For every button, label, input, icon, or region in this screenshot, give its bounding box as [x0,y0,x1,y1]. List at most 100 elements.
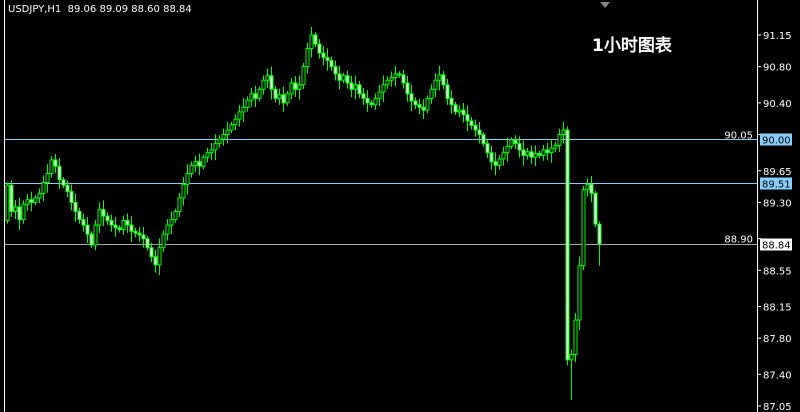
candle [189,161,194,178]
price-label: 88.84 [762,241,791,252]
candle-body [33,197,38,203]
candle [153,249,158,273]
candle-body [369,102,374,106]
candle-body [565,129,570,361]
candle-body [533,153,538,158]
candle-body [433,79,438,90]
candle [573,313,578,363]
candle-body [445,84,450,99]
candle [277,88,282,105]
candle-body [209,149,214,154]
candle-body [173,210,178,221]
candle [389,71,394,87]
candle-body [453,104,458,113]
candle-body [273,88,278,99]
candle [585,178,590,197]
candle-body [361,93,366,99]
candle [333,60,338,81]
candle [561,121,566,144]
candle-body [409,93,414,102]
candle-body [373,97,378,106]
candle-body [289,82,294,95]
candle [317,39,322,59]
candle [213,134,218,161]
candle [105,212,110,225]
candle [549,138,554,163]
candle [261,75,266,95]
candle [321,46,326,66]
candle-body [313,34,318,45]
candle-body [193,161,198,166]
candle-body [25,199,30,205]
candle [29,191,34,212]
candle [445,78,450,105]
candle [193,155,198,172]
candle [421,99,426,120]
candle-body [333,66,338,75]
candle-body [509,139,514,147]
candle-body [45,172,50,184]
candle-body [353,84,358,90]
candle-body [117,227,122,231]
candle-body [309,34,314,50]
candle-body [5,184,10,222]
candle [177,193,182,217]
chart-overlay-title: 1小时图表 [592,36,672,56]
candle-body [393,73,398,79]
candle [589,176,594,203]
candle-body [429,88,434,99]
candle-body [165,224,170,235]
candle-body [37,192,42,199]
price-label: 90.00 [762,136,791,147]
symbol-readout: USDJPY,H1 89.06 89.09 88.60 88.84 [8,4,192,15]
candle-body [577,265,582,321]
candle-body [57,165,62,181]
ohlc-readout: 89.06 89.09 88.60 88.84 [67,4,192,15]
candle [41,175,46,202]
candle [265,68,270,89]
y-tick-label: 88.15 [763,303,792,314]
candle-body [381,84,386,93]
candle-body [201,156,206,167]
candle-body [485,143,490,154]
candle [565,126,570,366]
candle [373,93,378,111]
candle [125,213,130,233]
candle [541,145,546,161]
candle [593,190,598,228]
candle-body [169,219,174,226]
candle-body [461,109,466,116]
candle-body [549,147,554,154]
candle [361,87,366,105]
candle-body [85,224,90,235]
candle [65,180,70,197]
candle [129,215,134,242]
candle-body [21,203,26,221]
candle [413,97,418,109]
candle [109,214,114,232]
candle-body [229,124,234,131]
candle [469,117,474,130]
candle [17,197,22,230]
y-tick-label: 87.80 [763,334,792,345]
candle [37,188,42,204]
candle-body [97,209,102,226]
price-label-badge [760,238,792,251]
candle [553,141,558,153]
candle-body [413,100,418,106]
price-label: 89.51 [762,180,791,191]
candle [201,154,206,170]
candle [461,103,466,123]
candle [473,119,478,137]
candle [341,73,346,84]
candle-body [585,183,590,191]
candle-body [49,159,54,174]
chart-shift-marker-icon [600,2,610,8]
candle [377,84,382,107]
candle [185,164,190,195]
candle [509,137,514,150]
candle-body [537,153,542,156]
candle [513,135,518,149]
